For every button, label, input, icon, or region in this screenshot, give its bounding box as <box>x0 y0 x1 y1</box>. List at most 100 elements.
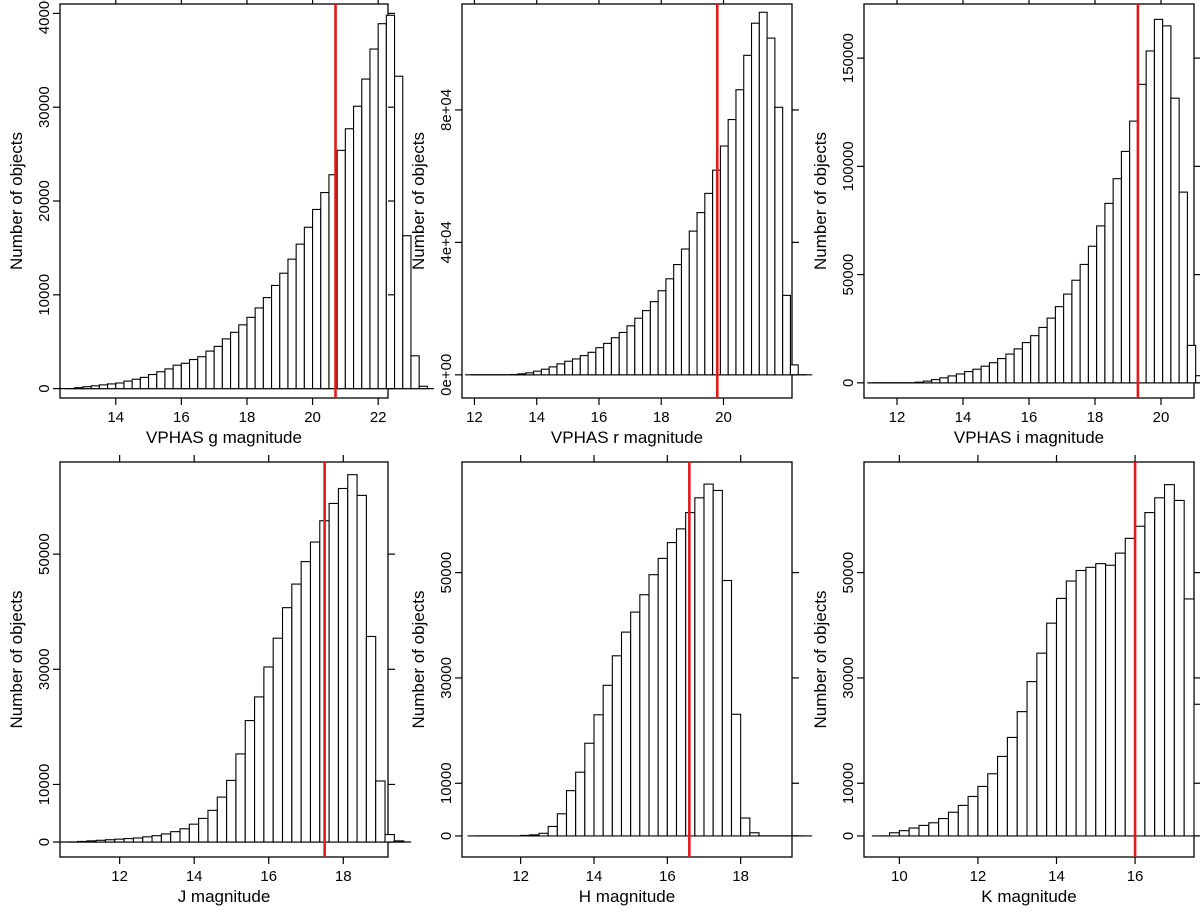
histogram-bar <box>1026 681 1038 837</box>
panel-r-magnitude-histogram: 12 14 16 18 20 0e+00 4e+04 8e+04 VPHAS r magnitu… <box>409 0 813 447</box>
histogram-bar <box>712 489 723 837</box>
histogram-bar <box>520 834 531 837</box>
histogram-bar <box>694 497 705 837</box>
y-tick-label: 0 <box>36 838 53 846</box>
histogram-bar <box>977 785 989 837</box>
histogram-bar <box>205 350 215 390</box>
histogram-bar <box>1046 622 1058 837</box>
histogram-bar <box>548 366 558 376</box>
histogram-bar <box>988 362 999 384</box>
histogram-bar <box>148 373 158 390</box>
x-tick-label: 16 <box>1127 868 1144 885</box>
histogram-bar <box>750 22 760 376</box>
histogram-bar <box>675 528 687 837</box>
histogram-bar <box>955 373 966 384</box>
histogram-bar <box>139 376 150 390</box>
histogram-bar <box>90 385 100 390</box>
histogram-bar <box>533 370 542 376</box>
x-tick-label: 16 <box>1021 409 1038 426</box>
histogram-bar <box>611 655 623 837</box>
histogram-bar <box>642 310 651 376</box>
histogram-bar <box>1162 25 1172 384</box>
histogram-bar <box>579 355 589 376</box>
histogram-bar <box>320 192 330 390</box>
histogram-bar <box>76 840 88 843</box>
histogram-bar <box>179 828 190 843</box>
histogram-bar <box>291 583 302 843</box>
histogram-bar <box>207 809 218 843</box>
histogram-bar <box>610 337 620 376</box>
histogram-bar <box>618 331 628 376</box>
histogram-bar <box>997 755 1008 837</box>
y-tick-label: 30000 <box>36 648 53 690</box>
y-tick-label: 150000 <box>840 33 857 83</box>
histogram-bar <box>361 78 371 390</box>
y-tick-label: 0 <box>36 384 53 392</box>
histogram-bar <box>593 714 604 837</box>
histogram-bar <box>353 105 363 390</box>
histogram-bar <box>1006 736 1018 837</box>
histogram-bar <box>888 832 900 837</box>
histogram-bar <box>244 719 256 843</box>
y-tick-label: 10000 <box>36 274 53 316</box>
plot-frame <box>59 461 389 858</box>
histogram-bar <box>1183 598 1195 837</box>
histogram-bar <box>385 14 396 390</box>
histogram-bar <box>131 378 141 390</box>
y-tick-label: 0 <box>840 379 857 387</box>
histogram-bar <box>1021 342 1032 384</box>
histogram-bar <box>972 368 982 384</box>
histogram-bar <box>328 502 339 843</box>
histogram-bar <box>620 631 632 837</box>
y-tick-label: 20000 <box>36 180 53 222</box>
histogram-bar <box>602 684 613 837</box>
y-tick-label: 10000 <box>438 762 455 804</box>
histogram-bar <box>1096 225 1106 384</box>
histogram-bar <box>914 381 924 384</box>
histogram-bar <box>115 382 125 390</box>
x-tick-label: 16 <box>591 409 608 426</box>
histogram-bar <box>309 541 321 843</box>
histogram-bar <box>782 294 791 376</box>
y-tick-label: 0e+00 <box>438 354 455 396</box>
histogram-bar <box>226 779 237 843</box>
histogram-bar <box>1193 703 1200 837</box>
y-tick-label: 30000 <box>438 657 455 699</box>
y-tick-label: 10000 <box>36 764 53 806</box>
histogram-bar <box>95 839 107 843</box>
histogram-bar <box>1170 97 1180 384</box>
x-tick-label: 16 <box>260 868 277 885</box>
y-axis-title: Number of objects <box>409 591 428 729</box>
x-tick-label: 12 <box>512 868 529 885</box>
histogram-bar <box>730 713 742 837</box>
y-tick-label: 100000 <box>840 141 857 191</box>
x-tick-label: 12 <box>466 409 483 426</box>
histogram-bar <box>312 208 322 390</box>
histogram-bar <box>587 351 597 376</box>
histogram-bar <box>721 579 733 837</box>
histogram-bar <box>749 832 760 837</box>
histogram-bar <box>1124 537 1136 837</box>
plot-frame <box>461 3 793 399</box>
histogram-bar <box>213 345 223 390</box>
histogram-bar <box>1013 348 1023 384</box>
histogram-bar <box>727 119 737 376</box>
histogram-bar <box>86 840 97 843</box>
y-tick-label: 10000 <box>840 762 857 804</box>
x-tick-label: 12 <box>970 868 987 885</box>
x-axis-title: J magnitude <box>178 887 271 906</box>
histogram-bar <box>1087 245 1098 384</box>
histogram-bar <box>703 483 714 837</box>
histogram-bar <box>74 387 84 390</box>
histogram-bar <box>666 542 678 837</box>
histogram-bar <box>743 54 753 376</box>
x-axis-title: VPHAS i magnitude <box>954 428 1104 447</box>
y-axis-title: Number of objects <box>811 591 830 729</box>
x-tick-label: 12 <box>111 868 128 885</box>
histogram-bar <box>160 833 172 843</box>
histogram-bar <box>164 368 174 390</box>
histogram-bar <box>938 818 950 837</box>
x-axis-title: H magnitude <box>579 887 675 906</box>
histogram-bar <box>1055 597 1067 837</box>
histogram-bar <box>365 635 377 843</box>
